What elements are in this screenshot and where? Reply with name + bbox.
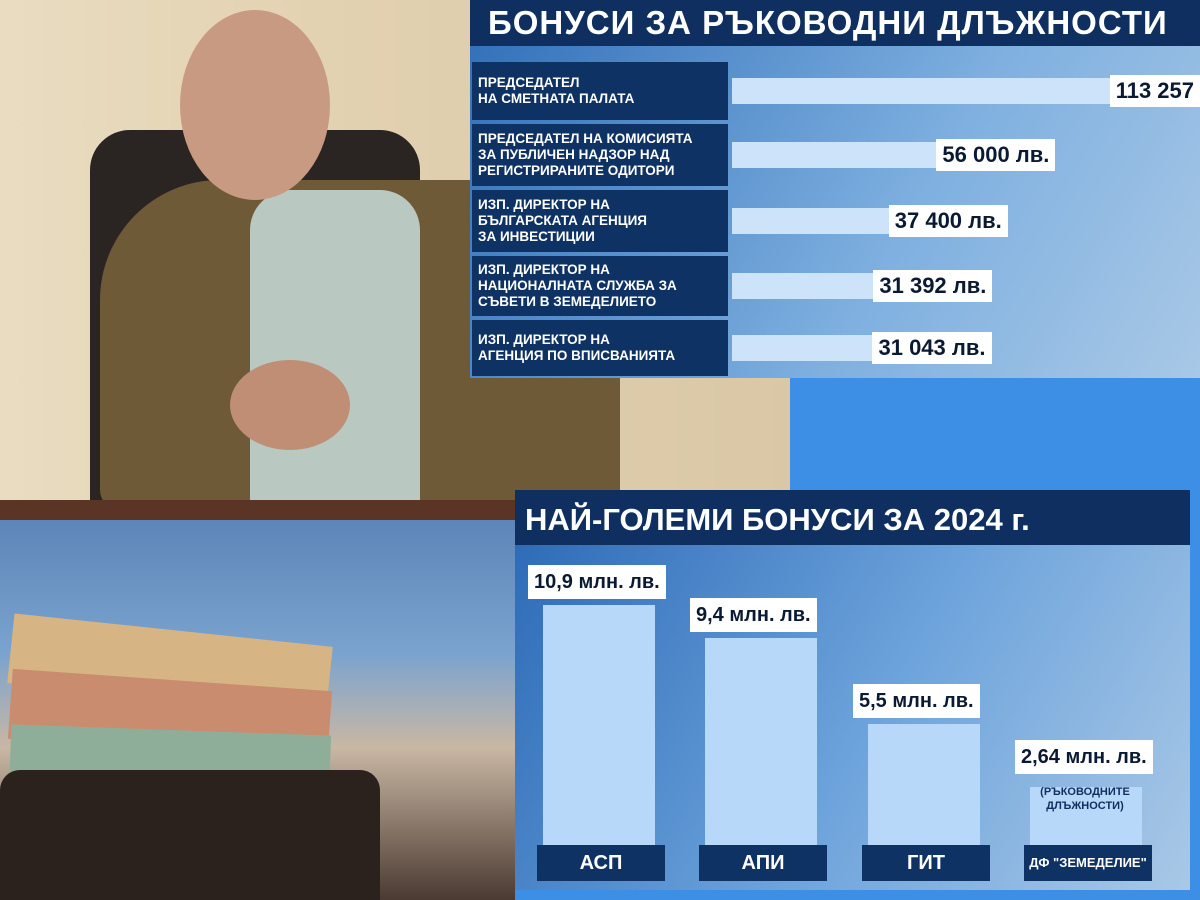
category-label: ГИТ bbox=[862, 845, 990, 881]
row-label-line: ЗА ИНВЕСТИЦИИ bbox=[478, 229, 595, 244]
row-label-line: НАЦИОНАЛНАТА СЛУЖБА ЗА bbox=[478, 278, 677, 293]
head bbox=[180, 10, 330, 200]
leadership-bonuses-chart: БОНУСИ ЗА РЪКОВОДНИ ДЛЪЖНОСТИ ПРЕДСЕДАТЕ… bbox=[470, 0, 1200, 378]
category-label: АСП bbox=[537, 845, 665, 881]
row-label: ИЗП. ДИРЕКТОР НА БЪЛГАРСКАТА АГЕНЦИЯ ЗА ИН… bbox=[472, 190, 728, 252]
bar bbox=[543, 605, 655, 845]
row-label-line: СЪВЕТИ В ЗЕМЕДЕЛИЕТО bbox=[478, 294, 657, 309]
data-label: 31 043 лв. bbox=[872, 332, 992, 364]
row-label-line: ИЗП. ДИРЕКТОР НА bbox=[478, 197, 610, 212]
row-label: ПРЕДСЕДАТЕЛ НА КОМИСИЯТА ЗА ПУБЛИЧЕН НАДЗ… bbox=[472, 124, 728, 186]
category-label: АПИ bbox=[699, 845, 827, 881]
data-label: 9,4 млн. лв. bbox=[690, 598, 817, 633]
row-label-line: АГЕНЦИЯ ПО ВПИСВАНИЯТА bbox=[478, 348, 676, 363]
category-label: ДФ "ЗЕМЕДЕЛИЕ" bbox=[1024, 845, 1152, 881]
row-label-line: РЕГИСТРИРАНИТЕ ОДИТОРИ bbox=[478, 163, 675, 178]
chart-title: БОНУСИ ЗА РЪКОВОДНИ ДЛЪЖНОСТИ bbox=[470, 0, 1200, 46]
row-label-line: ПРЕДСЕДАТЕЛ НА КОМИСИЯТА bbox=[478, 131, 693, 146]
data-label: 2,64 млн. лв. bbox=[1015, 740, 1153, 774]
data-label: 10,9 млн. лв. bbox=[528, 565, 666, 600]
row-label-line: ЗА ПУБЛИЧЕН НАДЗОР НАД bbox=[478, 147, 670, 162]
annotation-line: (РЪКОВОДНИТЕ bbox=[1040, 786, 1130, 798]
row-label: ИЗП. ДИРЕКТОР НА АГЕНЦИЯ ПО ВПИСВАНИЯТА bbox=[472, 320, 728, 376]
data-label: 37 400 лв. bbox=[888, 205, 1008, 237]
annotation-line: ДЛЪЖНОСТИ) bbox=[1046, 800, 1124, 812]
data-label: 5,5 млн. лв. bbox=[853, 684, 980, 718]
row-label-line: ИЗП. ДИРЕКТОР НА bbox=[478, 262, 610, 277]
bar bbox=[1030, 786, 1142, 845]
annotation: (РЪКОВОДНИТЕ ДЛЪЖНОСТИ) bbox=[1020, 785, 1150, 813]
data-label: 31 392 лв. bbox=[873, 270, 993, 302]
bar bbox=[868, 724, 980, 845]
wallet bbox=[0, 770, 380, 900]
row-label-line: ПРЕДСЕДАТЕЛ bbox=[478, 75, 580, 90]
data-label: 113 257 bbox=[1109, 75, 1200, 107]
biggest-bonuses-2024-chart: НАЙ-ГОЛЕМИ БОНУСИ ЗА 2024 г. АСП 10,9 млн… bbox=[515, 490, 1190, 890]
shirt bbox=[250, 190, 420, 500]
bar bbox=[705, 638, 817, 845]
data-label: 56 000 лв. bbox=[936, 139, 1056, 171]
photo-wallet-with-banknotes bbox=[0, 520, 515, 900]
row-label-line: ИЗП. ДИРЕКТОР НА bbox=[478, 332, 610, 347]
row-label-line: БЪЛГАРСКАТА АГЕНЦИЯ bbox=[478, 213, 648, 228]
hand bbox=[230, 360, 350, 450]
chart-title: НАЙ-ГОЛЕМИ БОНУСИ ЗА 2024 г. bbox=[515, 490, 1190, 545]
row-label-line: НА СМЕТНАТА ПАЛАТА bbox=[478, 91, 635, 106]
row-label: ИЗП. ДИРЕКТОР НА НАЦИОНАЛНАТА СЛУЖБА ЗА СЪ… bbox=[472, 256, 728, 316]
row-label: ПРЕДСЕДАТЕЛ НА СМЕТНАТА ПАЛАТА bbox=[472, 62, 728, 120]
